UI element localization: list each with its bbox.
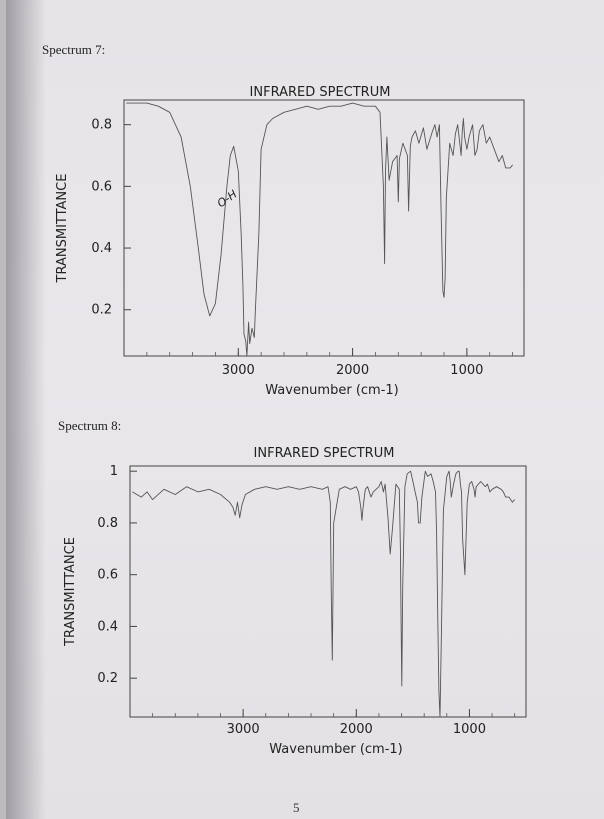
spectrum-7-x-axis-label: Wavenumber (cm-1) xyxy=(265,383,398,398)
spectrum-8-y-axis-label: TRANSMITTANCE xyxy=(63,537,78,647)
page-number: 5 xyxy=(293,800,300,815)
spectrum-7-xtick-label: 2000 xyxy=(336,363,369,378)
spectrum-7-ytick-label: 0.6 xyxy=(91,179,112,194)
spectrum-7-plot-frame xyxy=(123,99,525,357)
spectrum-8-xtick-label: 3000 xyxy=(227,722,260,737)
spectrum-8-ytick-label: 0.8 xyxy=(97,516,118,531)
spectrum-7-annotation-oh: O-H xyxy=(215,188,240,211)
spectrum-8-xtick-label: 2000 xyxy=(340,722,373,737)
paper-page xyxy=(6,0,604,819)
spectrum-7-ytick-label: 0.4 xyxy=(91,241,112,256)
spectrum-8-xtick-label: 1000 xyxy=(453,722,486,737)
spectrum-8-title: INFRARED SPECTRUM xyxy=(254,446,395,461)
page-shadow xyxy=(6,0,46,819)
spectrum-7-label: Spectrum 7: xyxy=(42,42,106,57)
spectrum-7-xtick-label: 1000 xyxy=(450,363,483,378)
spectrum-8-plot-frame xyxy=(129,465,527,718)
spectrum-8-label: Spectrum 8: xyxy=(58,418,122,433)
spectrum-8-ytick-label: 0.4 xyxy=(97,619,118,634)
spectrum-8-ytick-label: 1 xyxy=(110,464,118,479)
spectrum-7-xtick-label: 3000 xyxy=(222,363,255,378)
spectrum-7-ytick-label: 0.2 xyxy=(91,303,112,318)
spectrum-7-y-axis-label: TRANSMITTANCE xyxy=(55,174,70,284)
spectrum-8-ytick-label: 0.2 xyxy=(97,671,118,686)
spectrum-8-spectrum-line xyxy=(132,470,516,718)
spectrum-7-title: INFRARED SPECTRUM xyxy=(250,85,391,100)
spectrum-7-spectrum-line xyxy=(126,102,513,357)
spectrum-8-ytick-label: 0.6 xyxy=(97,568,118,583)
spectrum-8-x-axis-label: Wavenumber (cm-1) xyxy=(269,742,402,757)
spectrum-7-ytick-label: 0.8 xyxy=(91,118,112,133)
